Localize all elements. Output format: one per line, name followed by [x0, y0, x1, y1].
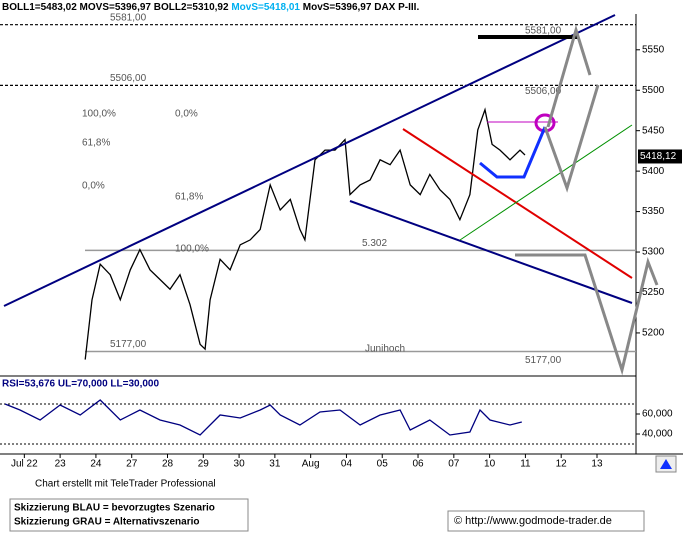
x-tick-label: 29 [198, 459, 210, 470]
level-label: 5177,00 [525, 355, 562, 366]
series-line [4, 399, 522, 436]
legend-text: Skizzierung GRAU = Alternativszenario [14, 517, 200, 528]
rsi-header: RSI=53,676 UL=70,000 LL=30,000 [2, 379, 159, 390]
header-item: MovS=5396,97 [303, 2, 372, 13]
x-tick-label: 10 [484, 459, 496, 470]
y-tick-label: 60,000 [642, 409, 673, 420]
x-tick-label: 05 [377, 459, 389, 470]
x-tick-label: 11 [520, 459, 531, 470]
annotation: 0,0% [82, 181, 105, 192]
annotation: 61,8% [175, 192, 203, 203]
gray-scenario [546, 24, 592, 128]
header-item: MOVS=5396,97 [80, 2, 152, 13]
icon-arrow [660, 459, 672, 469]
y-tick-label: 5500 [642, 85, 665, 96]
level-label: 5177,00 [110, 339, 147, 350]
level-label: 5506,00 [110, 73, 147, 84]
red-trendline [402, 128, 633, 279]
level-label: 5506,00 [525, 86, 562, 97]
x-tick-label: Aug [302, 459, 320, 470]
annotation: 61,8% [82, 138, 110, 149]
last-price-box [638, 149, 682, 164]
last-price-label: 5418,12 [640, 151, 677, 162]
y-tick-label: 5450 [642, 125, 665, 136]
x-tick-label: 24 [90, 459, 102, 470]
legend-text: Skizzierung BLAU = bevorzugtes Szenario [14, 503, 215, 514]
x-tick-label: Jul 22 [11, 459, 38, 470]
x-tick-label: 31 [269, 459, 281, 470]
x-tick-label: 27 [126, 459, 138, 470]
green-trendline [459, 124, 633, 241]
annotation: Junihoch [365, 344, 405, 355]
header-item: DAX P-III. [374, 2, 419, 13]
gray-scenario [543, 84, 600, 193]
x-tick-label: 23 [55, 459, 67, 470]
level-label: 5.302 [362, 238, 387, 249]
annotation: 0,0% [175, 109, 198, 120]
blue-scenario [479, 126, 547, 179]
drawings [3, 14, 659, 376]
legend-box [9, 498, 249, 532]
x-tick-label: 07 [448, 459, 460, 470]
x-tick-label: 13 [591, 459, 603, 470]
x-tick-label: 12 [556, 459, 568, 470]
source: © http://www.godmode-trader.de [454, 515, 612, 527]
y-tick-label: 5200 [642, 328, 665, 339]
y-tick-label: 5300 [642, 247, 665, 258]
credit: Chart erstellt mit TeleTrader Profession… [35, 479, 216, 490]
annotation: 100,0% [175, 244, 209, 255]
indicator-header: BOLL1=5483,02 MOVS=5396,97 BOLL2=5310,92… [2, 2, 419, 13]
upper-trendline [3, 14, 616, 307]
header-item: MovS=5418,01 [231, 2, 300, 13]
source-box [447, 510, 645, 532]
x-tick-label: 30 [234, 459, 246, 470]
header-item: BOLL2=5310,92 [154, 2, 229, 13]
header-item: BOLL1=5483,02 [2, 2, 77, 13]
x-tick-label: 28 [162, 459, 174, 470]
x-tick-label: 04 [341, 459, 353, 470]
y-tick-label: 5550 [642, 44, 665, 55]
y-tick-label: 5250 [642, 287, 665, 298]
gray-scenario [515, 253, 659, 376]
level-label: 5581,00 [110, 12, 147, 23]
y-tick-label: 5350 [642, 206, 665, 217]
y-tick-label: 40,000 [642, 429, 673, 440]
y-tick-label: 5400 [642, 166, 665, 177]
series-line [84, 107, 526, 360]
lower-trendline [349, 200, 633, 304]
annotation: 100,0% [82, 109, 116, 120]
level-label: 5581,00 [525, 25, 562, 36]
x-tick-label: 06 [412, 459, 424, 470]
